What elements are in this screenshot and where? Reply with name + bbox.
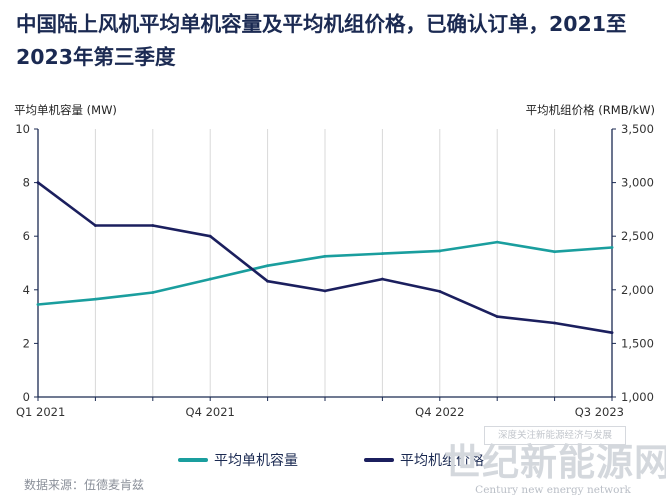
y-right-tick-label: 3,000 — [621, 176, 654, 190]
data-point-capacity — [323, 254, 327, 258]
legend: 平均单机容量 平均机组价格 — [178, 452, 484, 469]
y-left-tick-label: 8 — [23, 176, 30, 190]
x-tick-label: Q3 2023 — [575, 405, 624, 419]
data-point-capacity — [208, 277, 212, 281]
data-point-price — [610, 331, 614, 335]
watermark-logo-subtitle: Century new energy network — [475, 484, 631, 496]
legend-label-price: 平均机组价格 — [400, 453, 484, 469]
y-left-ticks: 0 2 4 6 8 10 — [15, 122, 38, 404]
data-point-capacity — [495, 240, 499, 244]
y-left-tick-label: 6 — [23, 229, 30, 243]
data-point-price — [323, 289, 327, 293]
grid-layer — [94, 129, 556, 397]
data-point-price — [381, 277, 384, 281]
watermark-tagline: 深度关注新能源经济与发展 — [484, 426, 626, 445]
data-point-price — [266, 279, 269, 283]
data-point-price — [553, 321, 556, 325]
data-point-capacity — [381, 252, 384, 256]
data-point-price — [36, 181, 40, 185]
y-right-tick-label: 1,000 — [621, 390, 654, 404]
chart-title: 中国陆上风机平均单机容量及平均机组价格，已确认订单，2021至2023年第三季度 — [16, 12, 627, 69]
y-left-tick-label: 0 — [23, 390, 30, 404]
x-tick-label: Q4 2021 — [186, 405, 235, 419]
data-point-price — [151, 224, 155, 227]
y-right-axis-label: 平均机组价格 (RMB/kW) — [526, 103, 655, 117]
data-point-price — [438, 290, 442, 293]
data-point-capacity — [151, 291, 155, 294]
y-left-tick-label: 2 — [23, 336, 30, 350]
x-tick-label: Q1 2021 — [16, 405, 65, 419]
data-point-capacity — [438, 249, 442, 253]
y-left-tick-label: 10 — [15, 122, 30, 136]
y-right-tick-label: 2,000 — [621, 283, 654, 297]
watermark-logo: 世纪新能源网 — [444, 440, 666, 484]
y-right-tick-label: 2,500 — [621, 229, 654, 243]
y-left-tick-label: 4 — [23, 283, 30, 297]
data-point-price — [495, 315, 499, 318]
y-right-tick-label: 3,500 — [621, 122, 654, 136]
y-right-tick-label: 1,500 — [621, 336, 654, 350]
x-tick-label: Q4 2022 — [415, 405, 464, 419]
data-point-capacity — [94, 297, 97, 301]
data-point-capacity — [266, 264, 269, 268]
x-ticks: Q1 2021 Q4 2021 Q4 2022 Q3 2023 — [16, 397, 624, 419]
data-source: 数据来源：伍德麦肯兹 — [24, 478, 145, 492]
data-point-price — [208, 234, 212, 238]
y-left-axis-label: 平均单机容量 (MW) — [14, 103, 117, 117]
legend-label-capacity: 平均单机容量 — [214, 452, 298, 469]
data-point-capacity — [553, 250, 556, 254]
data-point-price — [94, 224, 97, 227]
y-right-ticks: 1,000 1,500 2,000 2,500 3,000 3,500 — [612, 122, 654, 404]
series-layer — [36, 181, 614, 335]
data-point-capacity — [36, 303, 40, 306]
data-point-capacity — [610, 246, 614, 249]
